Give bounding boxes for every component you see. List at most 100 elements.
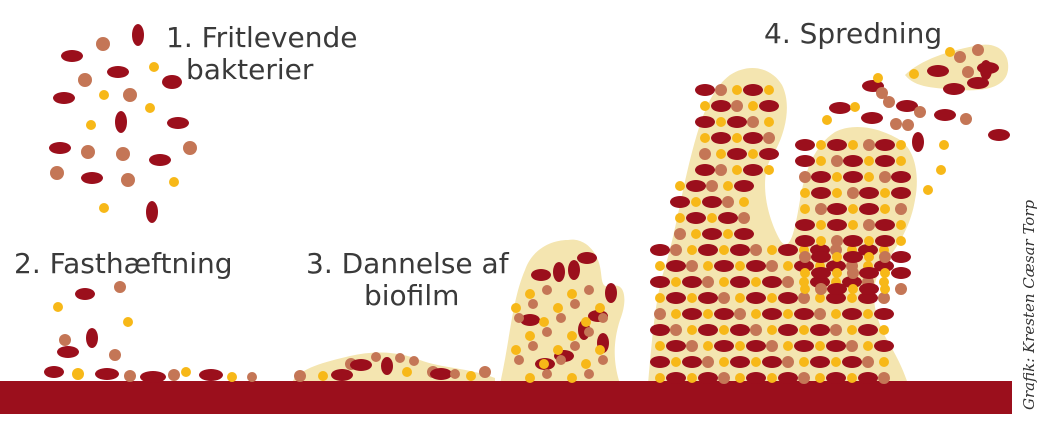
coccus-bacterium xyxy=(798,372,810,384)
small-bacterium xyxy=(567,289,577,299)
small-bacterium xyxy=(567,373,577,383)
small-bacterium xyxy=(567,331,577,341)
rod-bacterium xyxy=(912,132,924,152)
coccus-bacterium xyxy=(114,281,126,293)
coccus-bacterium xyxy=(294,370,306,382)
small-bacterium xyxy=(655,373,665,383)
small-bacterium xyxy=(767,245,777,255)
small-bacterium xyxy=(864,156,874,166)
coccus-bacterium xyxy=(766,340,778,352)
small-bacterium xyxy=(848,284,858,294)
small-bacterium xyxy=(595,303,605,313)
coccus-bacterium xyxy=(686,260,698,272)
rod-bacterium xyxy=(859,267,879,279)
rod-bacterium xyxy=(746,292,766,304)
rod-bacterium xyxy=(829,102,851,114)
small-bacterium xyxy=(879,325,889,335)
rod-bacterium xyxy=(861,112,883,124)
coccus-bacterium xyxy=(584,369,594,379)
coccus-bacterium xyxy=(954,51,966,63)
rod-bacterium xyxy=(734,228,754,240)
small-bacterium xyxy=(896,220,906,230)
small-bacterium xyxy=(863,309,873,319)
coccus-bacterium xyxy=(731,100,743,112)
rod-bacterium xyxy=(146,201,158,223)
coccus-bacterium xyxy=(782,276,794,288)
surface xyxy=(0,381,1012,414)
coccus-bacterium xyxy=(116,147,130,161)
coccus-bacterium xyxy=(371,352,381,362)
rod-bacterium xyxy=(430,368,452,380)
small-bacterium xyxy=(687,245,697,255)
rod-bacterium xyxy=(927,65,949,77)
coccus-bacterium xyxy=(78,73,92,87)
coccus-bacterium xyxy=(702,276,714,288)
rod-bacterium xyxy=(730,356,750,368)
rod-bacterium xyxy=(686,212,706,224)
coccus-bacterium xyxy=(409,356,419,366)
coccus-bacterium xyxy=(763,132,775,144)
small-bacterium xyxy=(539,317,549,327)
rod-bacterium xyxy=(811,171,831,183)
rod-bacterium xyxy=(53,92,75,104)
coccus-bacterium xyxy=(59,334,71,346)
rod-bacterium xyxy=(842,308,862,320)
small-bacterium xyxy=(896,156,906,166)
rod-bacterium xyxy=(531,269,551,281)
rod-bacterium xyxy=(95,368,119,380)
rod-bacterium xyxy=(57,346,79,358)
small-bacterium xyxy=(735,261,745,271)
rod-bacterium xyxy=(875,139,895,151)
small-bacterium xyxy=(511,303,521,313)
coccus-bacterium xyxy=(570,341,580,351)
small-bacterium xyxy=(848,220,858,230)
coccus-bacterium xyxy=(674,228,686,240)
rod-bacterium xyxy=(568,260,580,280)
small-bacterium xyxy=(581,317,591,327)
small-bacterium xyxy=(800,188,810,198)
rod-bacterium xyxy=(794,308,814,320)
small-bacterium xyxy=(732,133,742,143)
rod-bacterium xyxy=(107,66,129,78)
rod-bacterium xyxy=(875,155,895,167)
small-bacterium xyxy=(687,293,697,303)
coccus-bacterium xyxy=(895,283,907,295)
small-bacterium xyxy=(169,177,179,187)
rod-bacterium xyxy=(795,219,815,231)
coccus-bacterium xyxy=(542,285,552,295)
rod-bacterium xyxy=(727,148,747,160)
small-bacterium xyxy=(864,172,874,182)
small-bacterium xyxy=(525,373,535,383)
coccus-bacterium xyxy=(815,203,827,215)
rod-bacterium xyxy=(827,219,847,231)
coccus-bacterium xyxy=(715,84,727,96)
small-bacterium xyxy=(847,293,857,303)
small-bacterium xyxy=(800,204,810,214)
coccus-bacterium xyxy=(962,66,974,78)
rod-bacterium xyxy=(695,84,715,96)
small-bacterium xyxy=(691,197,701,207)
small-bacterium xyxy=(880,284,890,294)
small-bacterium xyxy=(655,293,665,303)
small-bacterium xyxy=(864,236,874,246)
small-bacterium xyxy=(799,325,809,335)
coccus-bacterium xyxy=(542,369,552,379)
coccus-bacterium xyxy=(862,356,874,368)
small-bacterium xyxy=(764,117,774,127)
rod-bacterium xyxy=(682,356,702,368)
small-bacterium xyxy=(816,156,826,166)
small-bacterium xyxy=(816,140,826,150)
coccus-bacterium xyxy=(722,196,734,208)
coccus-bacterium xyxy=(514,313,524,323)
coccus-bacterium xyxy=(846,340,858,352)
rod-bacterium xyxy=(743,164,763,176)
rod-bacterium xyxy=(698,292,718,304)
coccus-bacterium xyxy=(847,267,859,279)
coccus-bacterium xyxy=(879,171,891,183)
coccus-bacterium xyxy=(895,203,907,215)
rod-bacterium xyxy=(826,340,846,352)
rod-bacterium xyxy=(934,109,956,121)
rod-bacterium xyxy=(875,219,895,231)
